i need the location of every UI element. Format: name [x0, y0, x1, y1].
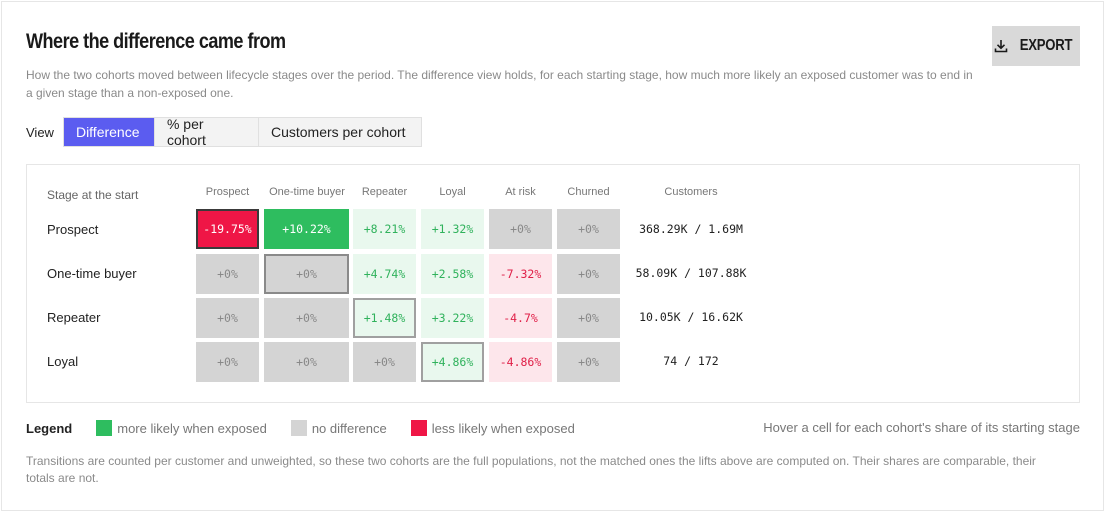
matrix-cell[interactable]: +0%	[196, 298, 259, 338]
column-header-churned: Churned	[567, 186, 610, 198]
matrix-cell[interactable]: +10.22%	[264, 209, 349, 249]
matrix-cell[interactable]: +0%	[353, 342, 416, 382]
matrix-cell[interactable]: +0%	[264, 342, 349, 382]
matrix-cell[interactable]: +8.21%	[353, 209, 416, 249]
view-segmented-control: Difference % per cohort Customers per co…	[62, 116, 422, 148]
matrix-cell[interactable]: -4.86%	[489, 342, 552, 382]
legend: Legend more likely when exposed no diffe…	[26, 419, 599, 437]
column-header-loyal: Loyal	[439, 186, 466, 198]
legend-label: more likely when exposed	[117, 420, 267, 436]
matrix-cell[interactable]: -19.75%	[196, 209, 259, 249]
page-subtitle: How the two cohorts moved between lifecy…	[26, 68, 973, 100]
page-title: Where the difference came from	[26, 30, 286, 53]
matrix-cell[interactable]: +3.22%	[421, 298, 484, 338]
hover-hint: Hover a cell for each cohort's share of …	[763, 420, 1080, 435]
matrix-cell[interactable]: +0%	[264, 298, 349, 338]
matrix-cell[interactable]: +0%	[557, 342, 620, 382]
view-option-customers-per-cohort[interactable]: Customers per cohort	[258, 118, 421, 146]
matrix-cell[interactable]: +2.58%	[421, 254, 484, 294]
column-header-at-risk: At risk	[505, 186, 536, 198]
matrix-cell[interactable]: -7.32%	[489, 254, 552, 294]
customers-value: 368.29K / 1.69M	[639, 222, 743, 236]
customers-value: 10.05K / 16.62K	[639, 310, 743, 324]
export-button[interactable]: EXPORT	[992, 26, 1080, 66]
matrix-cell[interactable]: +4.74%	[353, 254, 416, 294]
export-label: EXPORT	[1019, 37, 1073, 54]
row-label-repeater: Repeater	[47, 310, 101, 325]
legend-label: less likely when exposed	[431, 420, 575, 436]
customers-value: 58.09K / 107.88K	[635, 266, 747, 280]
column-header-prospect: Prospect	[205, 186, 250, 198]
view-option-percent-per-cohort[interactable]: % per cohort	[154, 116, 259, 148]
legend-swatch-green	[96, 420, 113, 436]
legend-title: Legend	[26, 420, 73, 436]
matrix-cell[interactable]: +4.86%	[421, 342, 484, 382]
view-selector: View Difference % per cohort Customers p…	[26, 116, 422, 148]
footnote: Transitions are counted per customer and…	[26, 454, 1036, 485]
matrix-cell[interactable]: +1.32%	[421, 209, 484, 249]
legend-item-more-likely: more likely when exposed	[96, 420, 267, 436]
matrix-cell[interactable]: +0%	[196, 254, 259, 294]
matrix-cell[interactable]: +1.48%	[353, 298, 416, 338]
row-label-one-time-buyer: One-time buyer	[47, 266, 137, 281]
matrix-cell[interactable]: +0%	[196, 342, 259, 382]
download-icon	[994, 40, 1008, 53]
legend-swatch-grey	[290, 420, 307, 436]
column-header-customers: Customers	[664, 186, 718, 198]
transition-matrix-panel	[26, 164, 1080, 403]
legend-item-less-likely: less likely when exposed	[410, 420, 575, 436]
customers-value: 74 / 172	[663, 354, 719, 368]
matrix-cell[interactable]: +0%	[264, 254, 349, 294]
matrix-cell[interactable]: +0%	[557, 254, 620, 294]
matrix-cell[interactable]: +0%	[489, 209, 552, 249]
matrix-cell[interactable]: +0%	[557, 209, 620, 249]
row-label-prospect: Prospect	[47, 222, 99, 237]
column-header-repeater: Repeater	[361, 186, 408, 198]
view-label: View	[26, 124, 54, 140]
matrix-cell[interactable]: -4.7%	[489, 298, 552, 338]
view-option-difference[interactable]: Difference	[63, 118, 155, 146]
stage-at-start-header: Stage at the start	[47, 188, 139, 202]
legend-item-no-difference: no difference	[290, 420, 387, 436]
column-header-one-time-buyer: One-time buyer	[269, 186, 345, 198]
legend-swatch-red	[410, 420, 427, 436]
matrix-cell[interactable]: +0%	[557, 298, 620, 338]
legend-label: no difference	[311, 420, 387, 436]
row-label-loyal: Loyal	[47, 354, 79, 369]
